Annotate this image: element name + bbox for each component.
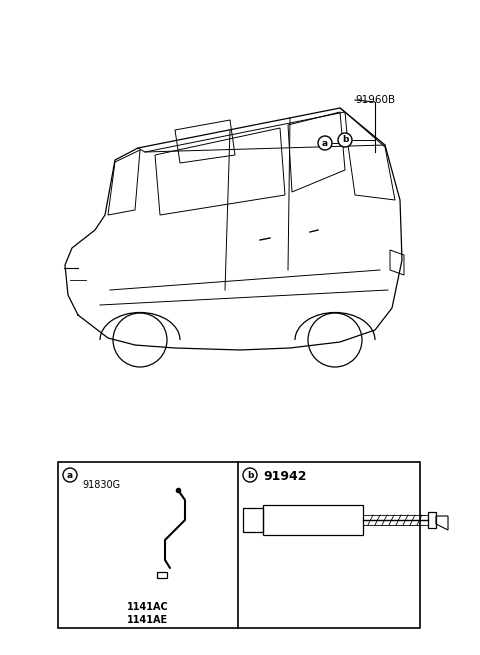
- Bar: [263, 505, 363, 535]
- Text: 91830G: 91830G: [82, 480, 120, 490]
- Text: a: a: [67, 470, 73, 479]
- Text: a: a: [322, 138, 328, 147]
- Circle shape: [243, 468, 257, 482]
- Circle shape: [63, 468, 77, 482]
- Circle shape: [338, 133, 352, 147]
- Bar: [243, 508, 263, 532]
- Circle shape: [318, 136, 332, 150]
- Text: b: b: [247, 470, 253, 479]
- Text: 91960B: 91960B: [355, 95, 395, 105]
- Bar: [157, 572, 167, 578]
- Text: 1141AC: 1141AC: [127, 602, 169, 612]
- Bar: [58, 462, 420, 628]
- Text: 91942: 91942: [263, 470, 307, 483]
- Text: 1141AE: 1141AE: [127, 615, 168, 625]
- Text: b: b: [342, 136, 348, 145]
